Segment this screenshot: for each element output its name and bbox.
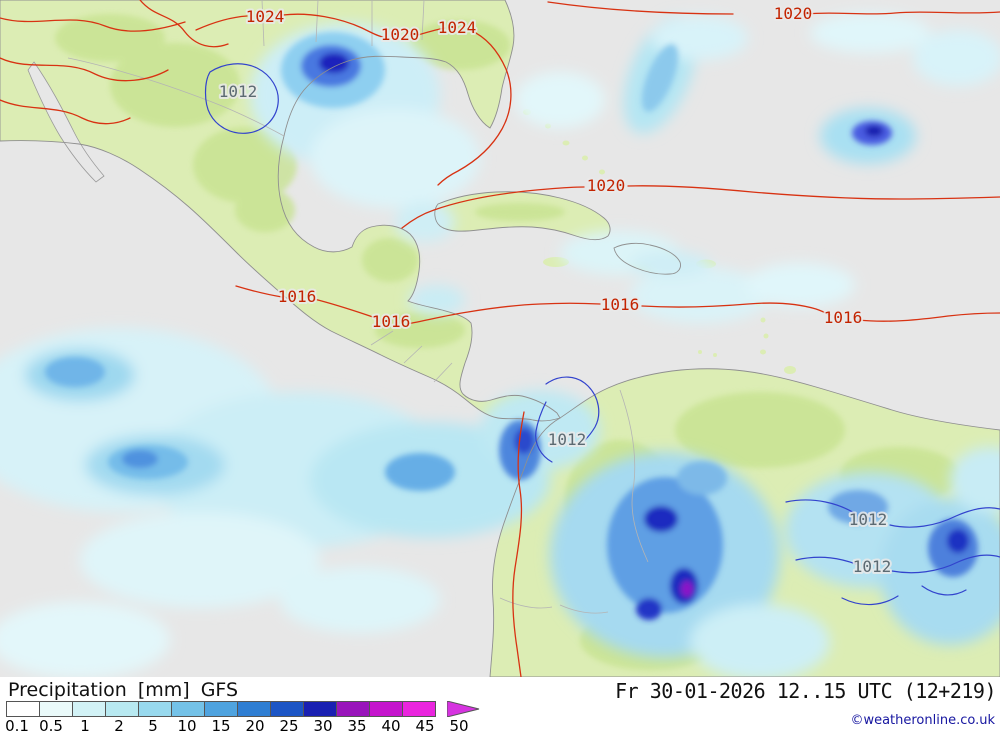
- isobar-label: 1012: [849, 510, 888, 529]
- isobar-label: 1012: [219, 82, 258, 101]
- legend-value: 45: [415, 717, 435, 733]
- legend-value: 40: [381, 717, 401, 733]
- map-title: Precipitation [mm] GFS: [8, 679, 243, 701]
- map-title-model: GFS: [200, 679, 239, 701]
- legend-colorbar: [6, 701, 436, 717]
- legend-segment: [138, 701, 172, 717]
- legend-value: 35: [347, 717, 367, 733]
- precipitation-heavy: [45, 32, 978, 620]
- contours-blue: [204, 63, 1000, 606]
- legend-value: 15: [211, 717, 231, 733]
- legend-value: 0.5: [39, 717, 63, 733]
- map-canvas: 1024 1020 1024 1020 1012 1020 1016 1016 1016 1016…: [0, 0, 1000, 677]
- map-datetime: Fr 30-01-2026 12..15 UTC (12+219): [615, 679, 996, 703]
- isobar-labels: 1024 1020 1024 1020 1012 1020 1016 1016 1016 1016…: [217, 2, 894, 578]
- isobar-label: 1024: [246, 7, 285, 26]
- legend-value: 30: [313, 717, 333, 733]
- legend-arrow-icon: [447, 701, 480, 717]
- map-title-unit: [mm]: [137, 679, 190, 701]
- isobars-red: [0, 0, 1000, 677]
- legend-value: 25: [279, 717, 299, 733]
- legend-segment: [270, 701, 304, 717]
- isobar-label: 1016: [824, 308, 863, 327]
- isobar-label: 1012: [548, 430, 587, 449]
- legend-segment: [6, 701, 40, 717]
- legend-segment: [171, 701, 205, 717]
- legend-value: 0.1: [5, 717, 29, 733]
- isobar-label: 1016: [372, 312, 411, 331]
- copyright: ©weatheronline.co.uk: [850, 713, 995, 728]
- legend-segment: [105, 701, 139, 717]
- legend-value: 2: [114, 717, 124, 733]
- legend-segment: [369, 701, 403, 717]
- footer: Precipitation [mm] GFS Fr 30-01-2026 12.…: [0, 677, 1000, 733]
- legend-segment: [402, 701, 436, 717]
- isobar-label: 1012: [853, 557, 892, 576]
- legend-value: 5: [148, 717, 158, 733]
- legend-value: 1: [80, 717, 90, 733]
- map-title-parameter: Precipitation: [8, 679, 127, 701]
- legend-segment: [72, 701, 106, 717]
- legend-segment: [336, 701, 370, 717]
- legend-value: 20: [245, 717, 265, 733]
- legend-segment: [204, 701, 238, 717]
- isobar-label: 1020: [587, 176, 626, 195]
- island-jamaica: [543, 257, 569, 267]
- legend-value: 50: [449, 717, 469, 733]
- country-borders: [67, 0, 649, 614]
- isobar-label: 1016: [278, 287, 317, 306]
- legend-segment: [39, 701, 73, 717]
- legend-segment: [303, 701, 337, 717]
- isobar-label: 1020: [381, 25, 420, 44]
- precipitation-map: 1024 1020 1024 1020 1012 1020 1016 1016 1016 1016…: [0, 0, 1000, 677]
- legend-value: 10: [177, 717, 197, 733]
- isobar-label: 1016: [601, 295, 640, 314]
- isobar-label: 1020: [774, 4, 813, 23]
- legend-scale-labels: 0.1 0.5 1 2 5 10 15 20 25 30 35 40 45 50: [0, 717, 476, 733]
- legend-segment: [237, 701, 271, 717]
- isobar-label: 1024: [438, 18, 477, 37]
